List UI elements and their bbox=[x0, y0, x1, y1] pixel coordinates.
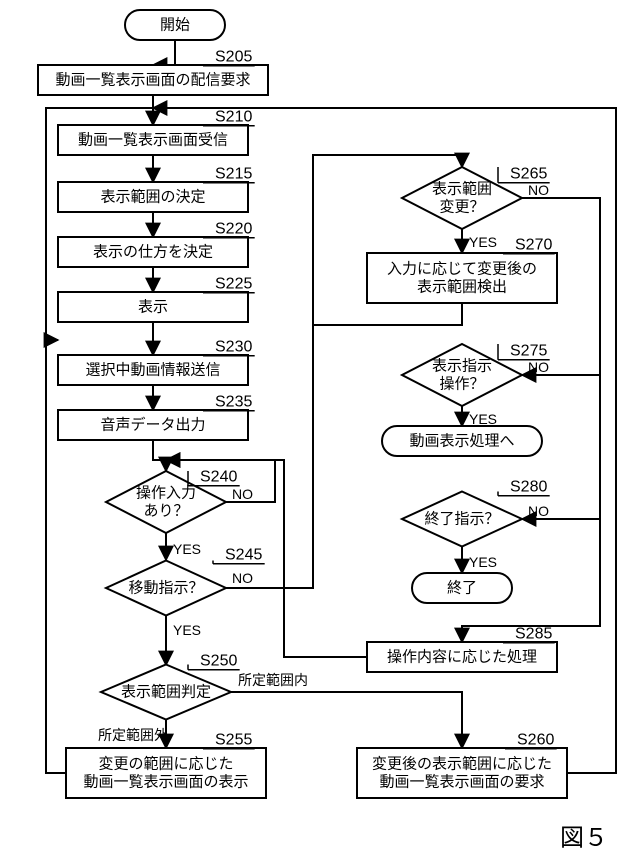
node-s205: 動画一覧表示画面の配信要求 S205 bbox=[38, 49, 268, 96]
step-label: S225 bbox=[215, 276, 252, 293]
node-label: 音声データ出力 bbox=[100, 416, 205, 434]
node-label: 表示範囲判定 bbox=[121, 683, 211, 701]
step-label: S255 bbox=[215, 732, 252, 749]
figure-label: 図５ bbox=[560, 825, 608, 852]
edge-label: NO bbox=[232, 486, 253, 502]
edge-label: NO bbox=[528, 359, 549, 375]
node-label: 入力に応じて変更後の bbox=[387, 261, 537, 278]
step-label: S240 bbox=[200, 469, 237, 486]
edge-label: YES bbox=[469, 554, 497, 570]
node-label: 変更？ bbox=[439, 199, 484, 216]
node-s235: 音声データ出力 S235 bbox=[58, 394, 255, 441]
edge-label: YES bbox=[173, 622, 201, 638]
node-label: あり？ bbox=[143, 503, 188, 520]
step-label: S235 bbox=[215, 394, 252, 411]
step-label: S220 bbox=[215, 221, 252, 238]
node-label: 移動指示？ bbox=[128, 580, 203, 597]
edge bbox=[153, 40, 175, 65]
step-label: S280 bbox=[510, 479, 547, 496]
node-label: 変更の範囲に応じた bbox=[98, 755, 233, 773]
node-s240: 操作入力あり？ S240 bbox=[106, 469, 240, 534]
step-label: S265 bbox=[510, 166, 547, 183]
node-label: 表示範囲の決定 bbox=[100, 188, 205, 206]
node-label: 表示範囲検出 bbox=[417, 278, 507, 296]
edge-label: YES bbox=[469, 234, 497, 250]
node-s230: 選択中動画情報送信 S230 bbox=[58, 339, 255, 386]
edge-label: 所定範囲外 bbox=[98, 727, 168, 743]
edge-label: YES bbox=[469, 411, 497, 427]
step-label: S250 bbox=[200, 653, 237, 670]
node-label: 動画一覧表示画面の表示 bbox=[83, 774, 248, 791]
edge-label: 所定範囲内 bbox=[238, 672, 308, 688]
flowchart-canvas: YES NO YES NO 所定範囲外 所定範囲内 YES NO YES NO YES NO 開始動画一… bbox=[0, 0, 640, 858]
step-label: S260 bbox=[517, 732, 554, 749]
edge-label: YES bbox=[173, 541, 201, 557]
step-label: S275 bbox=[510, 343, 547, 360]
edge-label: NO bbox=[528, 182, 549, 198]
node-label: 操作内容に応じた処理 bbox=[387, 649, 537, 666]
node-label: 動画一覧表示画面の配信要求 bbox=[55, 72, 250, 89]
step-label: S270 bbox=[515, 237, 552, 254]
node-s220: 表示の仕方を決定S220 bbox=[58, 221, 255, 268]
edge-label: NO bbox=[232, 570, 253, 586]
edge bbox=[46, 340, 66, 773]
node-label: 開始 bbox=[160, 17, 190, 34]
node-proc: 動画表示処理へ bbox=[382, 426, 542, 456]
node-end: 終了 bbox=[412, 573, 512, 603]
node-s215: 表示範囲の決定 S215 bbox=[58, 166, 255, 213]
step-label: S230 bbox=[215, 339, 252, 356]
node-label: 終了 bbox=[447, 580, 477, 597]
node-label: 動画一覧表示画面受信 bbox=[78, 132, 228, 149]
node-label: 終了指示？ bbox=[424, 511, 499, 528]
node-label: 表示指示 bbox=[432, 358, 492, 375]
step-label: S210 bbox=[215, 109, 252, 126]
step-label: S285 bbox=[515, 626, 552, 643]
node-start: 開始 bbox=[125, 10, 225, 40]
step-label: S245 bbox=[225, 547, 262, 564]
node-s250: 表示範囲判定 S250 bbox=[101, 653, 240, 720]
edge-label: NO bbox=[528, 503, 549, 519]
node-label: 選択中動画情報送信 bbox=[85, 362, 220, 379]
node-s210: 動画一覧表示画面受信 S210 bbox=[58, 109, 255, 156]
node-label: 動画表示処理へ bbox=[409, 433, 514, 450]
node-label: 動画一覧表示画面の要求 bbox=[379, 774, 544, 791]
node-label: 表示の仕方を決定 bbox=[93, 244, 213, 261]
edge bbox=[153, 440, 166, 471]
node-label: 操作？ bbox=[439, 376, 484, 393]
step-label: S205 bbox=[215, 49, 252, 66]
node-s225: 表示 S225 bbox=[58, 276, 255, 323]
node-label: 表示 bbox=[138, 299, 168, 316]
node-label: 表示範囲 bbox=[432, 180, 492, 198]
node-label: 操作入力 bbox=[136, 485, 196, 502]
edge bbox=[231, 692, 462, 748]
step-label: S215 bbox=[215, 166, 252, 183]
node-label: 変更後の表示範囲に応じた bbox=[372, 755, 552, 773]
